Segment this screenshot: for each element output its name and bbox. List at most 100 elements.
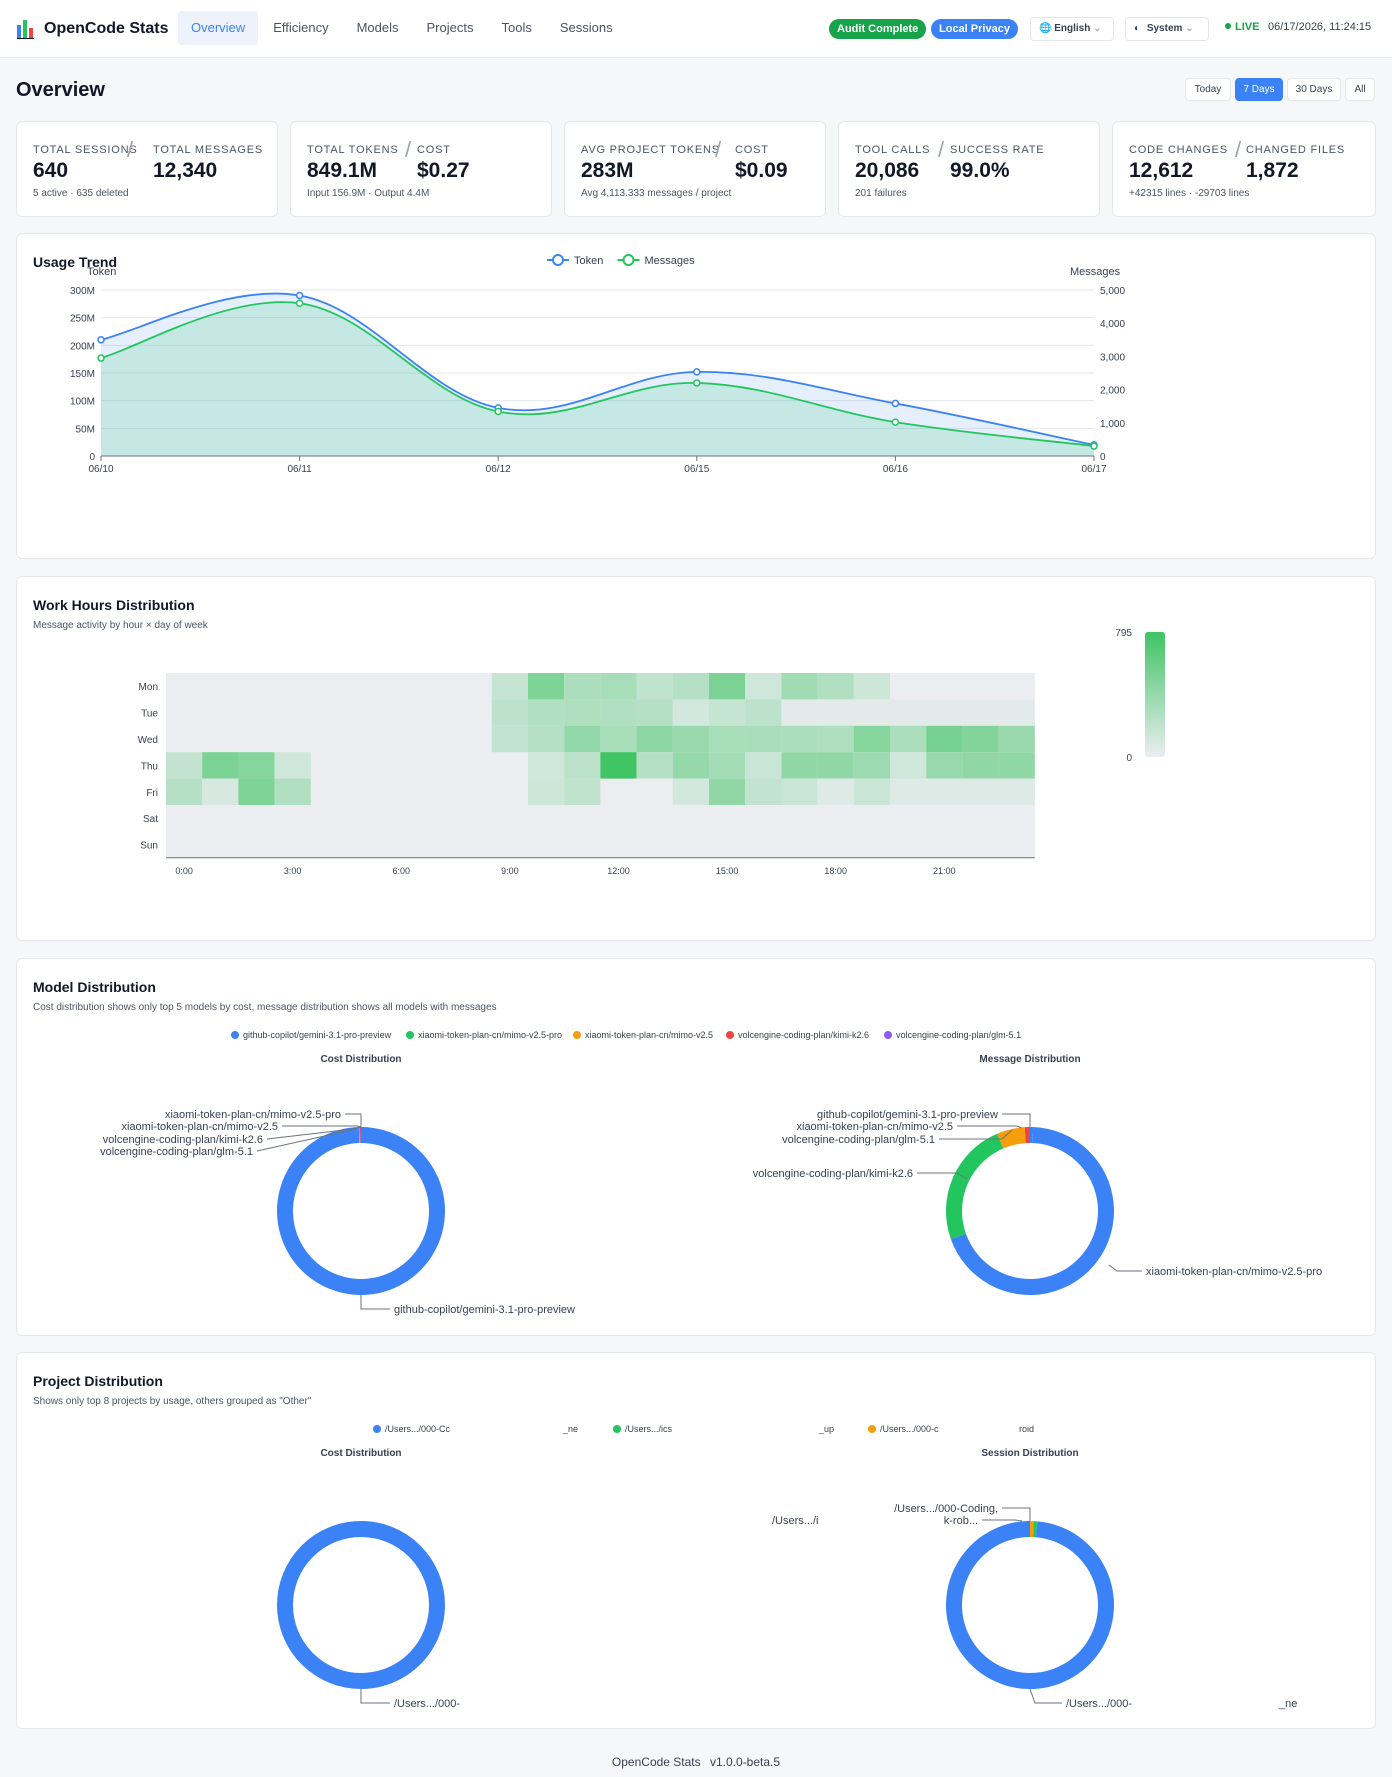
project-session-slice-label: /Users.../i bbox=[772, 1515, 818, 1527]
heatmap-hour-label: 9:00 bbox=[501, 866, 519, 876]
heatmap-cell bbox=[962, 699, 999, 726]
range-30days-button[interactable]: 30 Days bbox=[1287, 78, 1341, 101]
legend-label: xiaomi-token-plan-cn/mimo-v2.5 bbox=[585, 1030, 713, 1040]
page-title: Overview bbox=[16, 79, 105, 101]
heatmap-cell bbox=[853, 673, 890, 700]
message-slice-leader-line bbox=[939, 1129, 1013, 1140]
message-slice bbox=[1024, 1127, 1030, 1144]
legend-label: /Users.../000-Cc bbox=[385, 1424, 451, 1434]
stat-sub-avg-project: Avg 4,113.333 messages / project bbox=[581, 188, 732, 199]
heatmap-cell bbox=[998, 778, 1035, 805]
heatmap-hour-label: 6:00 bbox=[393, 866, 411, 876]
series-line-messages bbox=[100, 301, 1095, 447]
stat-label-total-messages: TOTAL MESSAGES bbox=[153, 144, 264, 156]
heatmap-cell bbox=[890, 778, 927, 805]
project-session-slice bbox=[1030, 1521, 1034, 1538]
stat-card-tools: TOOL CALLS / SUCCESS RATE 20,086 99.0% 2… bbox=[838, 121, 1100, 217]
work-hours-panel: Work Hours Distribution Message activity… bbox=[16, 576, 1376, 941]
footer-version: v1.0.0-beta.5 bbox=[710, 1755, 781, 1769]
stat-card-code-changes: CODE CHANGES / CHANGED FILES 12,612 1,87… bbox=[1112, 121, 1376, 217]
project-distribution-subtitle: Shows only top 8 projects by usage, othe… bbox=[33, 1396, 312, 1407]
heatmap-cell bbox=[672, 752, 709, 779]
data-point-token bbox=[891, 399, 900, 408]
stat-value-project-cost: $0.09 bbox=[735, 159, 788, 182]
project-session-slice-label: /Users.../000-Coding, bbox=[894, 1503, 998, 1515]
project-distribution-panel: Project Distribution Shows only top 8 pr… bbox=[16, 1352, 1376, 1729]
tab-models[interactable]: Models bbox=[356, 20, 399, 35]
tab-projects[interactable]: Projects bbox=[426, 20, 474, 35]
heatmap-cell bbox=[781, 725, 818, 753]
color-scale-min-label: 0 bbox=[1126, 753, 1132, 764]
legend-label: volcengine-coding-plan/kimi-k2.6 bbox=[738, 1030, 869, 1040]
range-all-button[interactable]: All bbox=[1345, 78, 1375, 101]
heatmap-cell bbox=[709, 725, 746, 753]
divider-slash: / bbox=[938, 137, 945, 162]
x-tick-label: 06/16 bbox=[883, 464, 908, 475]
heatmap-cell bbox=[564, 673, 601, 700]
heatmap-cell bbox=[564, 752, 601, 779]
tab-overview[interactable]: Overview bbox=[178, 11, 259, 45]
message-slice-leader-line bbox=[1108, 1264, 1142, 1272]
heatmap-cell bbox=[600, 725, 637, 753]
cost-slice bbox=[277, 1127, 446, 1295]
project-cost-slice-label: /Users.../000- bbox=[394, 1698, 460, 1710]
data-point-messages bbox=[891, 418, 900, 426]
heatmap-cell bbox=[166, 778, 203, 805]
data-point-messages bbox=[693, 379, 701, 387]
footer: OpenCode Stats v1.0.0-beta.5 bbox=[0, 1755, 1392, 1769]
legend-dot bbox=[613, 1425, 621, 1433]
heatmap-cell bbox=[745, 673, 782, 700]
tab-tools[interactable]: Tools bbox=[501, 20, 532, 35]
language-select[interactable]: 🌐 English ⌄ bbox=[1030, 17, 1114, 41]
heatmap-day-label: Tue bbox=[141, 709, 158, 720]
legend-label: _ne bbox=[562, 1424, 578, 1434]
cost-slice-leader-line bbox=[345, 1113, 362, 1127]
cost-slice-label: xiaomi-token-plan-cn/mimo-v2.5-pro bbox=[165, 1109, 341, 1121]
cost-slice-leader-line bbox=[282, 1125, 362, 1128]
cost-slice-label: xiaomi-token-plan-cn/mimo-v2.5 bbox=[122, 1121, 279, 1133]
x-tick-label: 06/11 bbox=[287, 464, 312, 475]
color-scale-max-label: 795 bbox=[1115, 628, 1132, 639]
heatmap-cell bbox=[672, 778, 709, 805]
app-title: OpenCode Stats bbox=[44, 20, 169, 37]
project-distribution-title: Project Distribution bbox=[33, 1373, 163, 1389]
message-slice bbox=[946, 1133, 1004, 1239]
legend-label: Messages bbox=[645, 255, 696, 267]
range-today-button[interactable]: Today bbox=[1185, 78, 1231, 101]
stat-value-cost: $0.27 bbox=[417, 159, 470, 182]
stat-sub-tokens: Input 156.9M · Output 4.4M bbox=[307, 188, 430, 199]
y-left-axis-label: Token bbox=[87, 266, 116, 278]
heatmap-cell bbox=[274, 752, 311, 779]
heatmap-day-label: Sat bbox=[143, 814, 158, 825]
heatmap-cell bbox=[709, 673, 746, 700]
x-tick-label: 06/12 bbox=[486, 464, 511, 475]
cost-slice bbox=[358, 1127, 360, 1144]
message-slice bbox=[997, 1127, 1026, 1149]
stat-label-changed-files: CHANGED FILES bbox=[1246, 144, 1346, 156]
legend-dot bbox=[573, 1031, 581, 1039]
heatmap-cell bbox=[709, 699, 746, 726]
project-cost-slice bbox=[277, 1521, 445, 1689]
message-slice-label: github-copilot/gemini-3.1-pro-preview bbox=[817, 1109, 998, 1121]
heatmap-cell bbox=[202, 752, 239, 779]
timestamp: 06/17/2026, 11:24:15 bbox=[1268, 21, 1372, 33]
heatmap-cell bbox=[962, 752, 999, 779]
tab-efficiency[interactable]: Efficiency bbox=[273, 20, 329, 35]
range-7days-button[interactable]: 7 Days bbox=[1235, 78, 1283, 101]
stat-value-changed-files: 1,872 bbox=[1246, 159, 1299, 182]
heatmap-cell bbox=[962, 778, 999, 805]
tab-sessions[interactable]: Sessions bbox=[559, 20, 613, 35]
heatmap-cell bbox=[781, 778, 818, 805]
heatmap-cell bbox=[962, 725, 999, 753]
data-point-messages bbox=[494, 407, 502, 416]
y-right-tick-label: 2,000 bbox=[1100, 386, 1125, 397]
theme-select[interactable]: ◐ System ⌄ bbox=[1125, 17, 1209, 41]
stat-value-code-changes: 12,612 bbox=[1129, 159, 1194, 182]
divider-slash: / bbox=[715, 137, 722, 162]
stat-label-cost: COST bbox=[417, 144, 451, 156]
heatmap-day-label: Thu bbox=[141, 761, 158, 772]
chevron-down-icon: ⌄ bbox=[1185, 23, 1194, 34]
x-tick-label: 06/15 bbox=[684, 464, 709, 475]
heatmap-cell bbox=[636, 725, 673, 753]
stat-label-avg-project-tokens: AVG PROJECT TOKENS bbox=[581, 144, 720, 156]
